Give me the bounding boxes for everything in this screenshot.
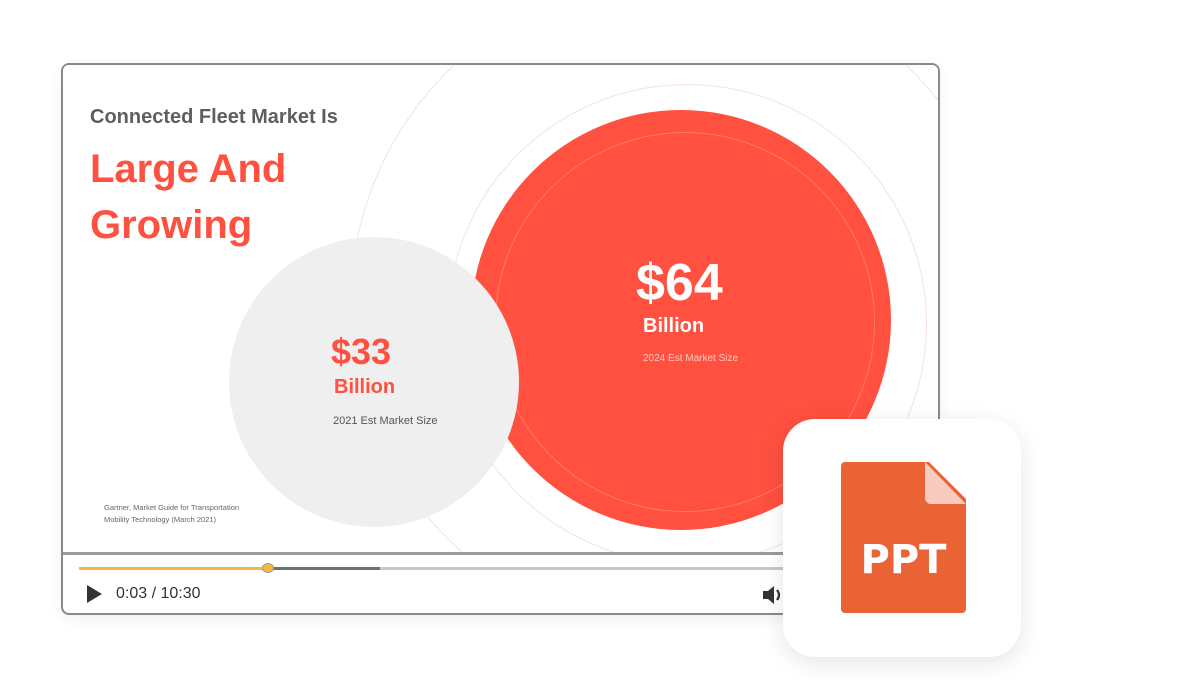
circle-2021 <box>229 237 519 527</box>
stat-2021-unit: Billion <box>334 376 396 398</box>
ppt-label: PPT <box>860 537 947 583</box>
source-citation: Gartner, Market Guide for Transportation… <box>104 502 304 526</box>
volume-icon[interactable] <box>761 584 785 611</box>
stat-2021-value: $33 <box>331 331 392 372</box>
ppt-file-card: PPT <box>783 419 1021 657</box>
stat-2024-value: $64 <box>636 254 723 312</box>
stat-2024-label: 2024 Est Market Size <box>643 353 739 364</box>
player-controls: 0:03 / 10:30 <box>63 555 938 613</box>
slide-frame[interactable]: Connected Fleet Market Is Large And Grow… <box>63 65 938 555</box>
progress-bar[interactable] <box>79 563 938 573</box>
progress-thumb[interactable] <box>262 563 275 573</box>
video-player: Connected Fleet Market Is Large And Grow… <box>61 63 940 615</box>
title-line: Growing <box>90 203 253 247</box>
time-display: 0:03 / 10:30 <box>116 585 201 602</box>
source-line: Mobility Technology (March 2021) <box>104 515 216 524</box>
slide-subtitle: Connected Fleet Market Is <box>90 106 338 128</box>
title-line: Large And <box>90 147 287 191</box>
ppt-file-icon <box>841 462 966 613</box>
source-line: Gartner, Market Guide for Transportation <box>104 503 240 512</box>
slide-title: Large And Growing <box>90 141 286 253</box>
stat-2021-label: 2021 Est Market Size <box>333 415 438 427</box>
play-icon[interactable] <box>87 585 102 603</box>
stat-2024-unit: Billion <box>643 315 705 337</box>
played-bar <box>79 567 269 570</box>
